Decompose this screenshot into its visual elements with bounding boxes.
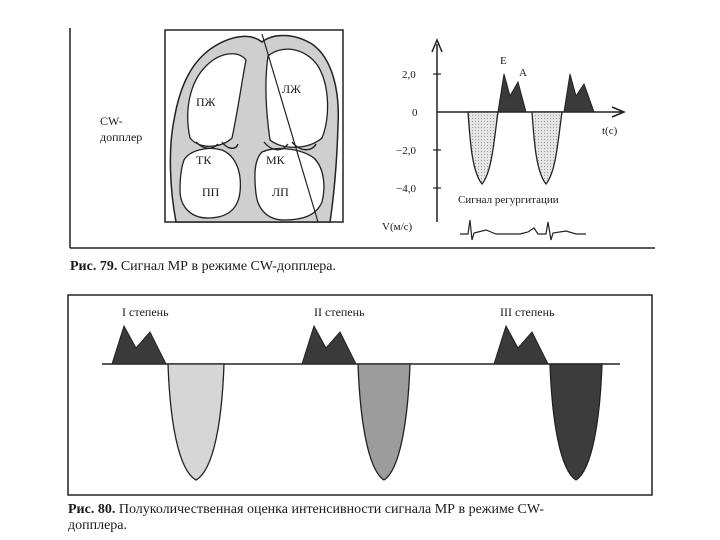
y-tick-label-minus4: −4,0 [396, 183, 416, 195]
y-tick-label-0: 0 [412, 107, 418, 119]
doppler-beam-line [261, 33, 319, 223]
wave-A-label: A [519, 67, 527, 79]
y-tick-label-minus2: −2,0 [396, 145, 416, 157]
label-lv: ЛЖ [282, 82, 301, 96]
grade-1-regurgitation [167, 363, 225, 481]
figure-79: CW- допплер ПЖ ЛЖ ТК МК ПП ЛП [69, 28, 655, 274]
x-axis-arrow [611, 106, 626, 118]
grade-3-regurgitation [549, 363, 603, 481]
y-axis-label: V(м/с) [382, 221, 413, 233]
grade-2-regurgitation [357, 363, 411, 481]
label-mitral: МК [266, 153, 286, 167]
fig80-frame [67, 294, 653, 496]
grade-1-inflow [111, 324, 167, 365]
fig80-caption-line2: допплера. [68, 518, 127, 533]
ra-cavity [179, 147, 242, 219]
label-la: ЛП [272, 185, 289, 199]
la-cavity [254, 147, 325, 221]
velocity-graph: 2,0 0 −2,0 −4,0 t(c) V(м/с) E A Сигнал р… [382, 38, 626, 241]
grade-3-label: III степень [500, 305, 555, 319]
x-axis-label: t(c) [602, 125, 618, 137]
grade-1-label: I степень [122, 305, 169, 319]
fig79-caption-text: Сигнал МР в режиме CW-допплера. [117, 259, 336, 274]
inflow-wave-2 [563, 73, 595, 113]
heart-diagram: ПЖ ЛЖ ТК МК ПП ЛП [164, 29, 344, 223]
label-rv: ПЖ [196, 95, 216, 109]
figure-80: I степень II степень III степень Рис. 80… [67, 294, 653, 533]
tricuspid-valve [195, 141, 239, 149]
grade-2-label: II степень [314, 305, 365, 319]
grade-2-inflow [301, 324, 357, 365]
fig80-caption-number: Рис. 80. [68, 502, 115, 517]
fig79-caption: Рис. 79. Сигнал МР в режиме CW-допплера. [70, 259, 336, 274]
wave-E-label: E [500, 55, 507, 67]
y-tick-label-2: 2,0 [402, 69, 416, 81]
regurgitation-label: Сигнал регургитации [458, 194, 559, 206]
fig79-caption-number: Рис. 79. [70, 259, 117, 274]
grade-3-inflow [493, 324, 549, 365]
fig80-caption-line1: Рис. 80. Полуколичественная оценка интен… [68, 502, 544, 517]
regurgitation-wave-2 [531, 111, 563, 186]
lv-cavity [265, 48, 329, 148]
label-tricuspid: ТК [196, 153, 212, 167]
mitral-valve [263, 141, 317, 151]
label-ra: ПП [202, 185, 220, 199]
ecg-trace [460, 219, 586, 241]
rv-cavity [187, 53, 247, 147]
fig80-caption-text: Полуколичественная оценка интенсивности … [115, 502, 544, 517]
regurgitation-wave-1 [467, 111, 499, 186]
inflow-wave-1 [497, 73, 527, 113]
y-axis-arrow [431, 38, 443, 53]
cw-label: CW- допплер [100, 114, 142, 144]
